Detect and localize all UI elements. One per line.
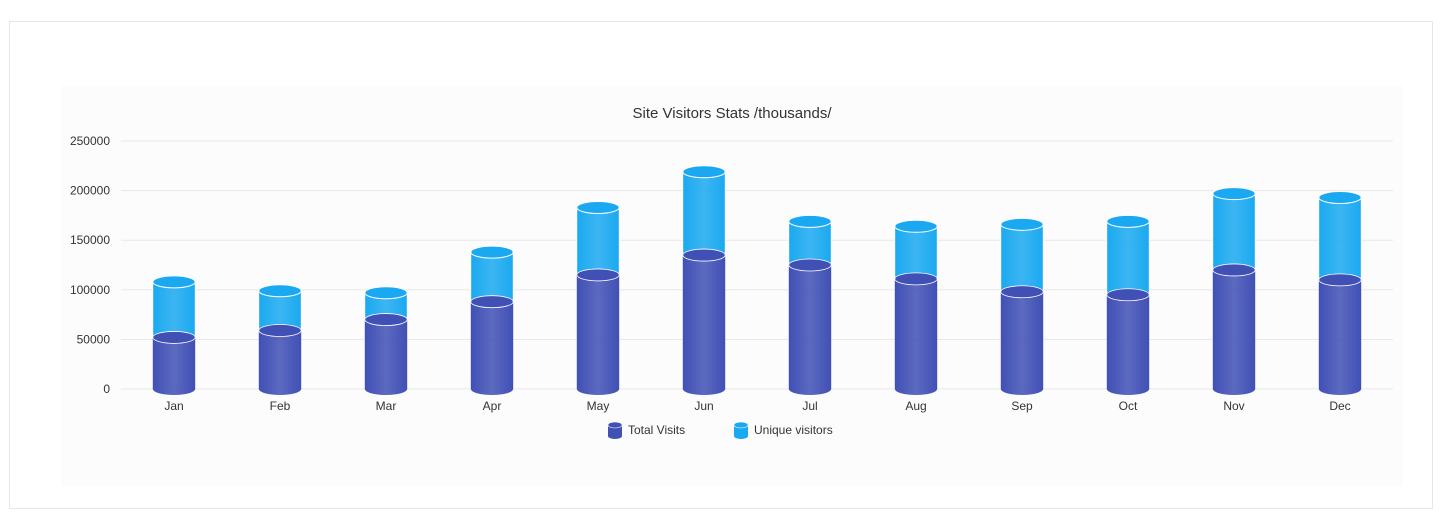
bar-total-visits[interactable] — [1000, 291, 1044, 395]
legend-swatch — [608, 425, 622, 436]
bar-total-visits-top — [258, 324, 302, 337]
x-tick-label: Nov — [1223, 399, 1244, 413]
bar-total-visits-top — [894, 272, 938, 286]
chart-svg: Site Visitors Stats /thousands/ 0 50000 10… — [70, 105, 1393, 439]
x-tick-label: Sep — [1011, 399, 1033, 413]
legend-item-unique-visitors[interactable]: Unique visitors — [733, 421, 833, 439]
bar-unique-visitors-top — [364, 286, 408, 300]
x-tick-label: Apr — [483, 399, 502, 413]
bar-total-visits-top — [470, 295, 514, 309]
bar-unique-visitors-top — [470, 245, 514, 259]
bar-unique-visitors-top — [576, 200, 620, 214]
y-tick-label: 250000 — [70, 134, 110, 148]
legend-swatch-bottom — [734, 433, 748, 439]
bars-layer — [152, 165, 1362, 395]
y-tick-label: 0 — [103, 382, 110, 396]
bar-group-apr[interactable] — [470, 245, 514, 395]
legend-swatch-top — [733, 421, 749, 429]
x-tick-label: Aug — [905, 399, 926, 413]
y-tick-label: 100000 — [70, 283, 110, 297]
bar-total-visits[interactable] — [1212, 269, 1256, 395]
x-tick-label: Oct — [1119, 399, 1138, 413]
bar-total-visits-top — [682, 248, 726, 262]
chart-title: Site Visitors Stats /thousands/ — [633, 105, 833, 122]
legend[interactable]: Total Visits Unique visitors — [607, 421, 833, 439]
bar-total-visits-top — [152, 331, 196, 344]
bar-group-may[interactable] — [576, 200, 620, 395]
y-tick-label: 50000 — [77, 332, 111, 346]
bar-group-nov[interactable] — [1212, 187, 1256, 395]
bar-unique-visitors[interactable] — [1318, 197, 1362, 287]
bar-total-visits[interactable] — [1106, 294, 1150, 395]
x-tick-label: Jan — [164, 399, 183, 413]
bar-total-visits[interactable] — [682, 255, 726, 395]
legend-swatch-bottom — [608, 433, 622, 439]
bar-total-visits[interactable] — [894, 278, 938, 395]
x-axis: Jan Feb Mar Apr May Jun Jul Aug Sep Oct Nov Dec — [164, 399, 1350, 413]
x-tick-label: May — [587, 399, 610, 413]
bar-group-jul[interactable] — [788, 214, 832, 395]
bar-unique-visitors-top — [152, 275, 196, 289]
bar-group-oct[interactable] — [1106, 214, 1150, 395]
bar-total-visits[interactable] — [470, 301, 514, 395]
bar-unique-visitors[interactable] — [682, 171, 726, 262]
legend-label: Unique visitors — [754, 423, 833, 437]
bar-unique-visitors-top — [1000, 217, 1044, 231]
bar-total-visits-top — [1000, 285, 1044, 299]
x-tick-label: Jun — [694, 399, 713, 413]
bar-unique-visitors-top — [894, 219, 938, 233]
x-tick-label: Jul — [802, 399, 817, 413]
bar-total-visits[interactable] — [1318, 279, 1362, 395]
bar-unique-visitors-top — [258, 284, 302, 298]
bar-group-sep[interactable] — [1000, 217, 1044, 395]
x-tick-label: Feb — [270, 399, 291, 413]
bar-unique-visitors-top — [682, 165, 726, 179]
bar-total-visits-top — [1212, 263, 1256, 277]
grid-layer: 0 50000 100000 150000 200000 250000 — [70, 134, 1393, 396]
bar-total-visits[interactable] — [152, 337, 196, 395]
bar-total-visits[interactable] — [258, 330, 302, 395]
bar-unique-visitors-top — [1212, 187, 1256, 201]
x-tick-label: Mar — [376, 399, 397, 413]
legend-item-total-visits[interactable]: Total Visits — [607, 421, 685, 439]
bar-total-visits-top — [364, 313, 408, 326]
bar-group-mar[interactable] — [364, 286, 408, 395]
y-tick-label: 200000 — [70, 184, 110, 198]
bar-total-visits-top — [576, 268, 620, 282]
bar-group-jun[interactable] — [682, 165, 726, 395]
bar-group-jan[interactable] — [152, 275, 196, 395]
legend-swatch-top — [607, 421, 623, 429]
bar-total-visits-top — [1106, 288, 1150, 302]
bar-group-dec[interactable] — [1318, 191, 1362, 395]
y-tick-label: 150000 — [70, 233, 110, 247]
bar-unique-visitors-top — [1106, 214, 1150, 228]
bar-total-visits[interactable] — [576, 274, 620, 395]
bar-total-visits-top — [788, 258, 832, 272]
chart-area: Site Visitors Stats /thousands/ 0 50000 10… — [61, 86, 1403, 486]
bar-total-visits-top — [1318, 273, 1362, 287]
bar-group-aug[interactable] — [894, 219, 938, 395]
bar-group-feb[interactable] — [258, 284, 302, 395]
chart-card: Site Visitors Stats /thousands/ 0 50000 10… — [9, 21, 1433, 509]
legend-label: Total Visits — [628, 423, 685, 437]
bar-total-visits[interactable] — [788, 265, 832, 395]
bar-unique-visitors-top — [788, 214, 832, 228]
legend-swatch — [734, 425, 748, 436]
bar-total-visits[interactable] — [364, 319, 408, 395]
x-tick-label: Dec — [1329, 399, 1350, 413]
bar-unique-visitors-top — [1318, 191, 1362, 205]
